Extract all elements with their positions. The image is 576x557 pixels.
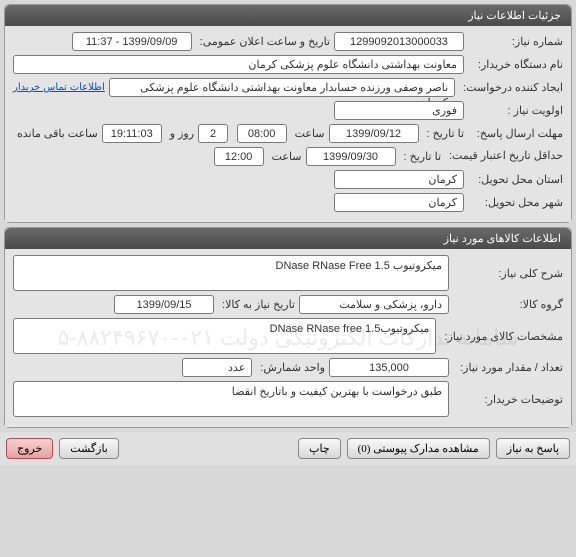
validity-time-field: 12:00 [214,147,264,166]
exit-button[interactable]: خروج [6,438,53,459]
org-label: نام دستگاه خریدار: [468,58,563,71]
qty-field: 135,000 [329,358,449,377]
need-number-label: شماره نیاز: [468,35,563,48]
province-label: استان محل تحویل: [468,173,563,186]
org-field: معاونت بهداشتی دانشگاه علوم پزشکی کرمان [13,55,464,74]
deadline-time-field: 08:00 [237,124,287,143]
creator-label: ایجاد کننده درخواست: [459,81,563,94]
need-details-panel: جزئیات اطلاعات نیاز شماره نیاز: 12990920… [4,4,572,223]
qty-label: تعداد / مقدار مورد نیاز: [453,361,563,374]
validity-date-field: 1399/09/30 [306,147,396,166]
priority-field: فوری [334,101,464,120]
panel2-header: اطلاعات کالاهای مورد نیاز [5,228,571,249]
reply-button[interactable]: پاسخ به نیاز [496,438,570,459]
notes-label: توضیحات خریدار: [453,393,563,406]
days-label: روز و [166,127,194,140]
days-field: 2 [198,124,228,143]
group-field: دارو، پزشکی و سلامت [299,295,449,314]
remain-time-field: 19:11:03 [102,124,162,143]
announce-label: تاریخ و ساعت اعلان عمومی: [196,35,330,48]
notes-field: طبق درخواست با بهترین کیفیت و باتاریخ ان… [13,381,449,417]
group-label: گروه کالا: [453,298,563,311]
desc-label: شرح کلی نیاز: [453,267,563,280]
time-label-2: ساعت [268,150,302,163]
due-label: تاریخ نیاز به کالا: [218,298,295,311]
validity-sub-label: تا تاریخ : [400,150,441,163]
unit-field: عدد [182,358,252,377]
spec-field: میکروتیوبDNase RNase free 1.5 [13,318,436,354]
unit-label: واحد شمارش: [256,361,325,374]
creator-field: ناصر وصفی ورزنده حسابدار معاونت بهداشتی … [109,78,455,97]
province-field: کرمان [334,170,464,189]
city-field: کرمان [334,193,464,212]
deadline-date-field: 1399/09/12 [329,124,419,143]
remain-label: ساعت باقی مانده [13,127,98,140]
back-button[interactable]: بازگشت [59,438,119,459]
spec-label: مشخصات کالای مورد نیاز: [440,330,563,343]
desc-field: میکروتیوب DNase RNase Free 1.5 [13,255,449,291]
panel2-body: سامانه تدارکات الکترونیکی دولت ۰۲۱-۸۸۲۴۹… [5,249,571,427]
panel1-body: شماره نیاز: 1299092013000033 تاریخ و ساع… [5,26,571,222]
deadline-sub-label: تا تاریخ : [423,127,464,140]
need-number-field: 1299092013000033 [334,32,464,51]
button-bar: پاسخ به نیاز مشاهده مدارک پیوستی (0) چاپ… [0,432,576,465]
due-field: 1399/09/15 [114,295,214,314]
panel1-header: جزئیات اطلاعات نیاز [5,5,571,26]
print-button[interactable]: چاپ [298,438,341,459]
time-label-1: ساعت [291,127,325,140]
announce-field: 1399/09/09 - 11:37 [72,32,192,51]
validity-label: حداقل تاریخ اعتبار قیمت: [445,150,563,162]
deadline-label: مهلت ارسال پاسخ: [468,127,563,140]
city-label: شهر محل تحویل: [468,196,563,209]
goods-info-panel: اطلاعات کالاهای مورد نیاز سامانه تدارکات… [4,227,572,428]
contact-link[interactable]: اطلاعات تماس خریدار [13,82,105,93]
attachments-button[interactable]: مشاهده مدارک پیوستی (0) [347,438,490,459]
priority-label: اولویت نیاز : [468,104,563,117]
